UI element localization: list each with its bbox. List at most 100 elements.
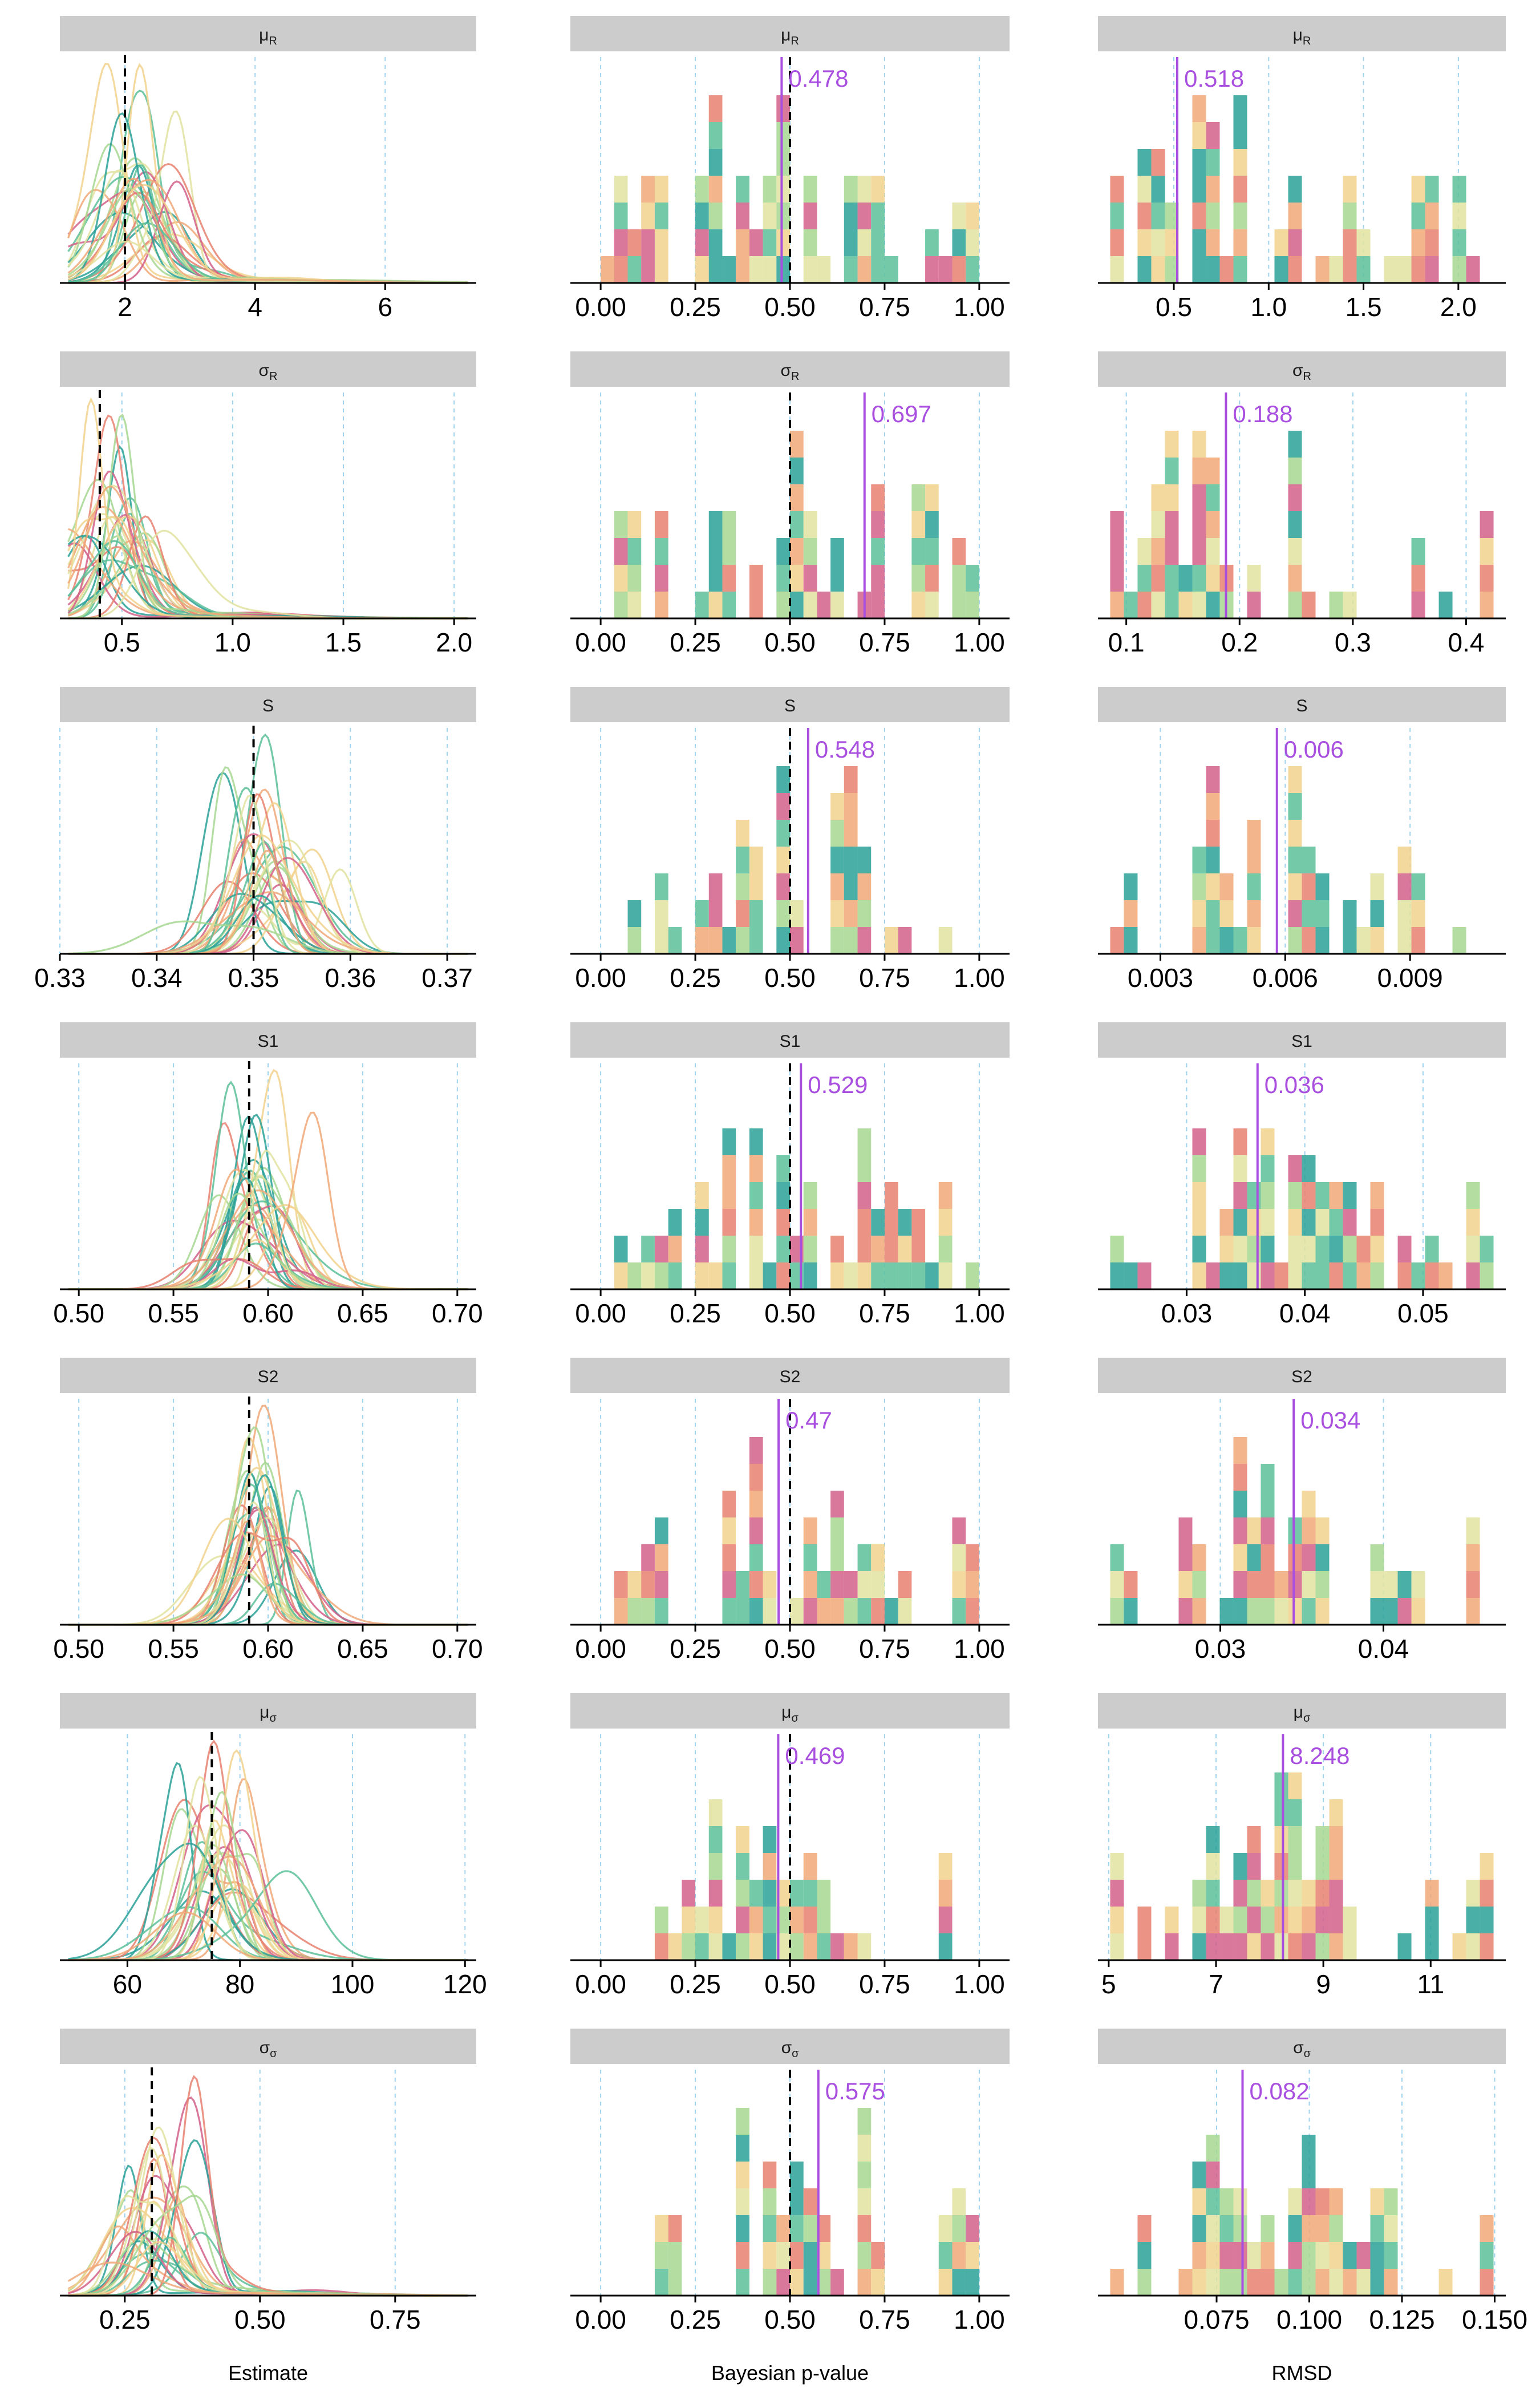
histogram-bar [1247,847,1261,873]
histogram-bar [1192,458,1206,484]
facet-strip: μR [570,16,1010,51]
histogram [1110,2135,1494,2296]
histogram-bar [1247,1880,1261,1907]
histogram-bar [1384,2269,1398,2296]
histogram-bar [668,927,682,954]
facet-strip: σR [1098,351,1506,387]
x-tick-label: 0.25 [99,2305,151,2334]
histogram-bar [763,176,777,203]
histogram-bar [1452,203,1466,229]
histogram-bar [1329,1853,1343,1880]
histogram-bar [1329,1907,1343,1933]
histogram-bar [1192,176,1206,203]
histogram-bar [925,511,939,538]
histogram-bar [708,565,723,592]
density-curve [67,535,468,620]
histogram-bar [1397,1262,1412,1289]
histogram-bar [952,2188,966,2215]
histogram-bar [1288,1799,1302,1826]
histogram-bar [1384,1598,1398,1625]
histogram-bar [1137,1262,1152,1289]
histogram-bar [1466,1598,1480,1625]
histogram-bar [654,2269,668,2296]
histogram-bar [803,2242,817,2269]
x-tick-label: 0.150 [1462,2305,1527,2334]
histogram-bar [708,229,723,256]
density-curve [67,63,468,284]
histogram-bar [857,1933,872,1960]
facet-strip: S [570,687,1010,722]
histogram [614,431,979,618]
histogram-bar [952,1517,966,1544]
histogram-bar [790,2269,804,2296]
histogram-bar [1206,793,1220,820]
histogram-bar [641,229,655,256]
histogram-bar [749,1517,763,1544]
x-tick-label: 80 [225,1969,254,1999]
histogram-bar [938,1182,953,1209]
facet-label: S [784,697,796,715]
histogram-bar [1274,1799,1288,1826]
histogram-bar [668,2215,682,2242]
histogram-bar [1356,2242,1371,2269]
histogram-bar [871,592,885,618]
histogram-bar [695,256,709,283]
histogram-bar [1302,1907,1316,1933]
histogram-bar [884,1236,898,1262]
histogram-bar [871,256,885,283]
histogram-bar [1411,873,1425,900]
histogram-bar [1329,1209,1343,1236]
x-tick-label: 1.0 [1250,292,1287,322]
histogram-bar [1274,1772,1288,1799]
histogram-bar [1452,1933,1466,1960]
histogram-bar [925,256,939,283]
histogram-bar [830,1517,844,1544]
histogram-bar [1480,2215,1494,2242]
strip-background [1098,1693,1506,1729]
histogram-bar [695,1236,709,1262]
histogram-bar [1233,1517,1247,1544]
facet-strip: μσ [570,1693,1010,1729]
histogram-bar [1315,873,1330,900]
histogram-bar [708,873,723,900]
histogram-bar [790,2215,804,2242]
histogram-bar [1110,256,1124,283]
histogram-bar [1315,1880,1330,1907]
x-tick-label: 1.00 [954,2305,1005,2334]
strip-background [1098,2029,1506,2064]
histogram-bar [1288,176,1302,203]
histogram-bar [1274,1907,1288,1933]
facet-label: σR [781,361,800,383]
histogram-bar [749,229,763,256]
histogram-bar [1110,565,1124,592]
histogram-bar [1233,1933,1247,1960]
histogram-bar [722,511,736,538]
x-tick-label: 0.50 [764,628,816,657]
histogram-bar [857,1128,872,1155]
density-curves [67,390,468,620]
histogram [1110,766,1466,954]
histogram-bar [1302,2188,1316,2215]
histogram-bar [695,900,709,927]
histogram-bar [1110,1262,1124,1289]
histogram-bar [1274,1853,1288,1880]
histogram-bar [1302,1544,1316,1571]
histogram-bar [1165,538,1179,565]
histogram-bar [1151,149,1165,176]
histogram-bar [790,458,804,484]
histogram-bar [952,1544,966,1571]
gridlines [121,392,455,618]
histogram-bar [1288,2215,1302,2242]
histogram-bar [817,2242,831,2269]
facet-strip: σσ [1098,2029,1506,2064]
histogram-bar [1302,1517,1316,1544]
histogram-bar [1315,256,1330,283]
histogram-bar [952,229,966,256]
histogram-bar [817,592,831,618]
histogram-bar [1110,1571,1124,1598]
histogram-bar [1261,1491,1275,1517]
histogram-bar [1151,565,1165,592]
mean-label: 0.518 [1184,65,1244,92]
histogram-bar [830,592,844,618]
histogram-bar [749,565,763,592]
